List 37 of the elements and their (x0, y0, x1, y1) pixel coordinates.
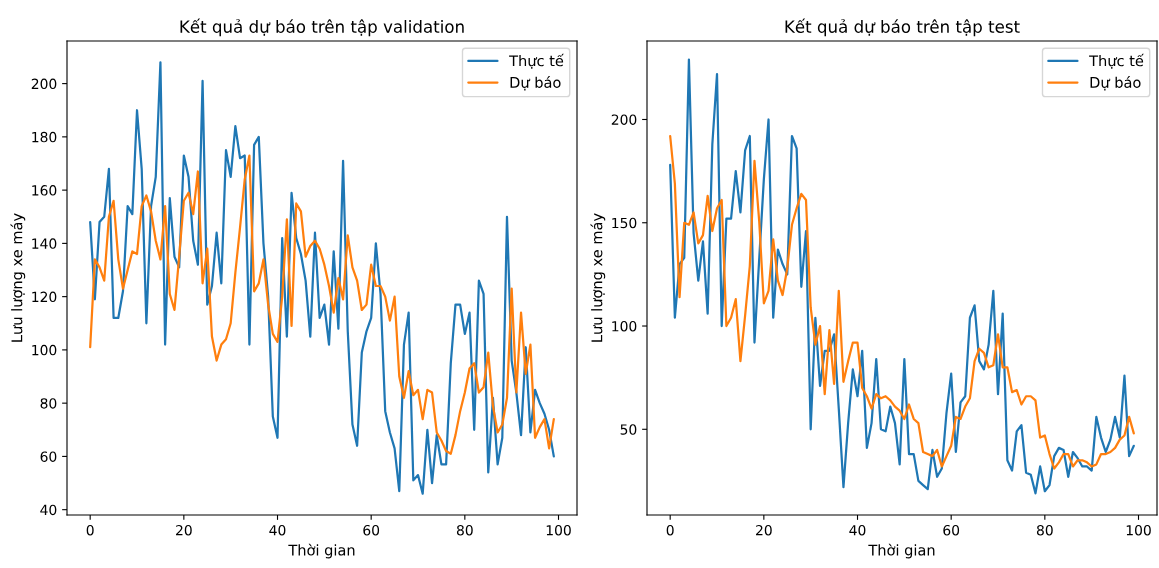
y-tick-label: 150 (612, 217, 637, 229)
chart-title: Kết quả dự báo trên tập test (785, 18, 1020, 37)
line-series (669, 134, 1135, 470)
legend-label: Dự báo (510, 76, 561, 91)
y-axis-title: Lưu lượng xe máy (10, 213, 26, 342)
y-tick-label: 140 (32, 238, 57, 249)
y-tick-label: 100 (32, 344, 57, 356)
y-axis-title: Lưu lượng xe máy (590, 213, 606, 342)
x-axis-title: Thời gian (288, 543, 355, 559)
chart-title: Kết quả dự báo trên tập validation (180, 18, 464, 37)
x-tick-label: 100 (1126, 524, 1151, 536)
legend-label: Thực tế (509, 53, 564, 69)
x-tick-label: 40 (269, 524, 286, 536)
y-tick-label: 180 (32, 131, 57, 143)
y-tick-label: 200 (611, 114, 637, 125)
y-tick-label: 40 (40, 504, 57, 516)
x-tick-label: 20 (756, 524, 772, 536)
x-tick-label: 60 (943, 524, 960, 536)
x-tick-label: 0 (86, 524, 94, 536)
y-tick-label: 60 (40, 451, 57, 462)
x-tick-label: 20 (176, 524, 192, 536)
legend-label: Thực tế (1089, 53, 1144, 69)
line-series (89, 154, 555, 455)
legend-label: Dự báo (1090, 76, 1141, 91)
y-tick-label: 100 (612, 320, 637, 332)
x-tick-label: 80 (456, 524, 473, 536)
x-tick-label: 0 (666, 524, 674, 536)
x-tick-label: 100 (546, 524, 571, 536)
y-tick-label: 80 (40, 398, 57, 409)
x-tick-label: 40 (849, 524, 866, 536)
x-tick-label: 80 (1036, 524, 1053, 536)
y-tick-label: 120 (32, 291, 57, 303)
y-tick-label: 160 (32, 185, 57, 196)
x-tick-label: 60 (363, 524, 380, 536)
x-axis-title: Thời gian (868, 543, 935, 559)
y-tick-label: 50 (620, 424, 637, 435)
y-tick-label: 200 (31, 78, 57, 90)
